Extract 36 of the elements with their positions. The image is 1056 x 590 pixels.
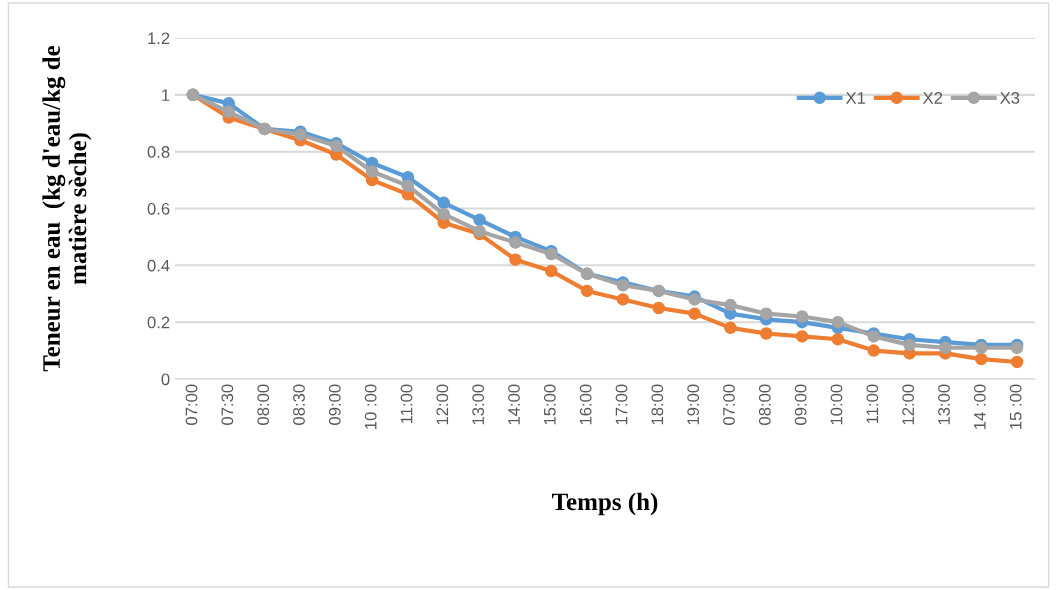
legend-label: X1 bbox=[845, 92, 866, 104]
y-axis-title: Teneur en eau (kg d'eau/kg de matière sèche) bbox=[42, 45, 92, 372]
y-tick-label: 0 bbox=[161, 373, 170, 386]
x-axis-title: Temps (h) bbox=[552, 492, 658, 516]
y-tick-label: 1 bbox=[162, 89, 170, 101]
legend-label: X3 bbox=[999, 92, 1020, 104]
x-tick-label: 17:00 bbox=[615, 384, 628, 425]
x-tick-label: 12:00 bbox=[902, 384, 915, 425]
x-tick-label: 14 :00 bbox=[973, 384, 986, 429]
x-tick-label: 07:00 bbox=[185, 384, 198, 425]
x-tick-label: 08:30 bbox=[293, 384, 305, 425]
x-tick-label: 08:00 bbox=[257, 384, 270, 425]
x-tick-label: 12:00 bbox=[436, 384, 449, 425]
x-tick-label: 18:00 bbox=[651, 384, 664, 425]
x-tick-label: 13:00 bbox=[472, 384, 485, 425]
x-tick-label: 10 :00 bbox=[364, 384, 377, 429]
x-tick-label: 10:00 bbox=[830, 384, 843, 425]
y-tick-label: 1.2 bbox=[148, 32, 170, 45]
x-tick-label: 14:00 bbox=[508, 384, 520, 425]
x-tick-label: 08:00 bbox=[758, 384, 771, 425]
y-tick-label: 0.2 bbox=[147, 316, 170, 329]
y-tick-label: 0.8 bbox=[147, 146, 170, 158]
x-tick-label: 09:00 bbox=[794, 384, 807, 425]
x-tick-label: 11:00 bbox=[400, 384, 413, 424]
x-tick-label: 16:00 bbox=[579, 384, 592, 425]
x-tick-label: 15 :00 bbox=[1009, 384, 1022, 429]
x-tick-label: 07:00 bbox=[723, 384, 735, 425]
x-tick-label: 07:30 bbox=[221, 384, 234, 425]
y-tick-label: 0.4 bbox=[147, 259, 170, 272]
x-tick-label: 11:00 bbox=[866, 384, 879, 424]
x-tick-label: 09:00 bbox=[328, 384, 341, 425]
x-tick-label: 19:00 bbox=[687, 384, 700, 425]
x-tick-label: 15:00 bbox=[543, 384, 556, 425]
legend-label: X2 bbox=[922, 92, 943, 104]
x-tick-label: 13:00 bbox=[938, 384, 950, 425]
y-tick-label: 0.6 bbox=[147, 202, 170, 215]
